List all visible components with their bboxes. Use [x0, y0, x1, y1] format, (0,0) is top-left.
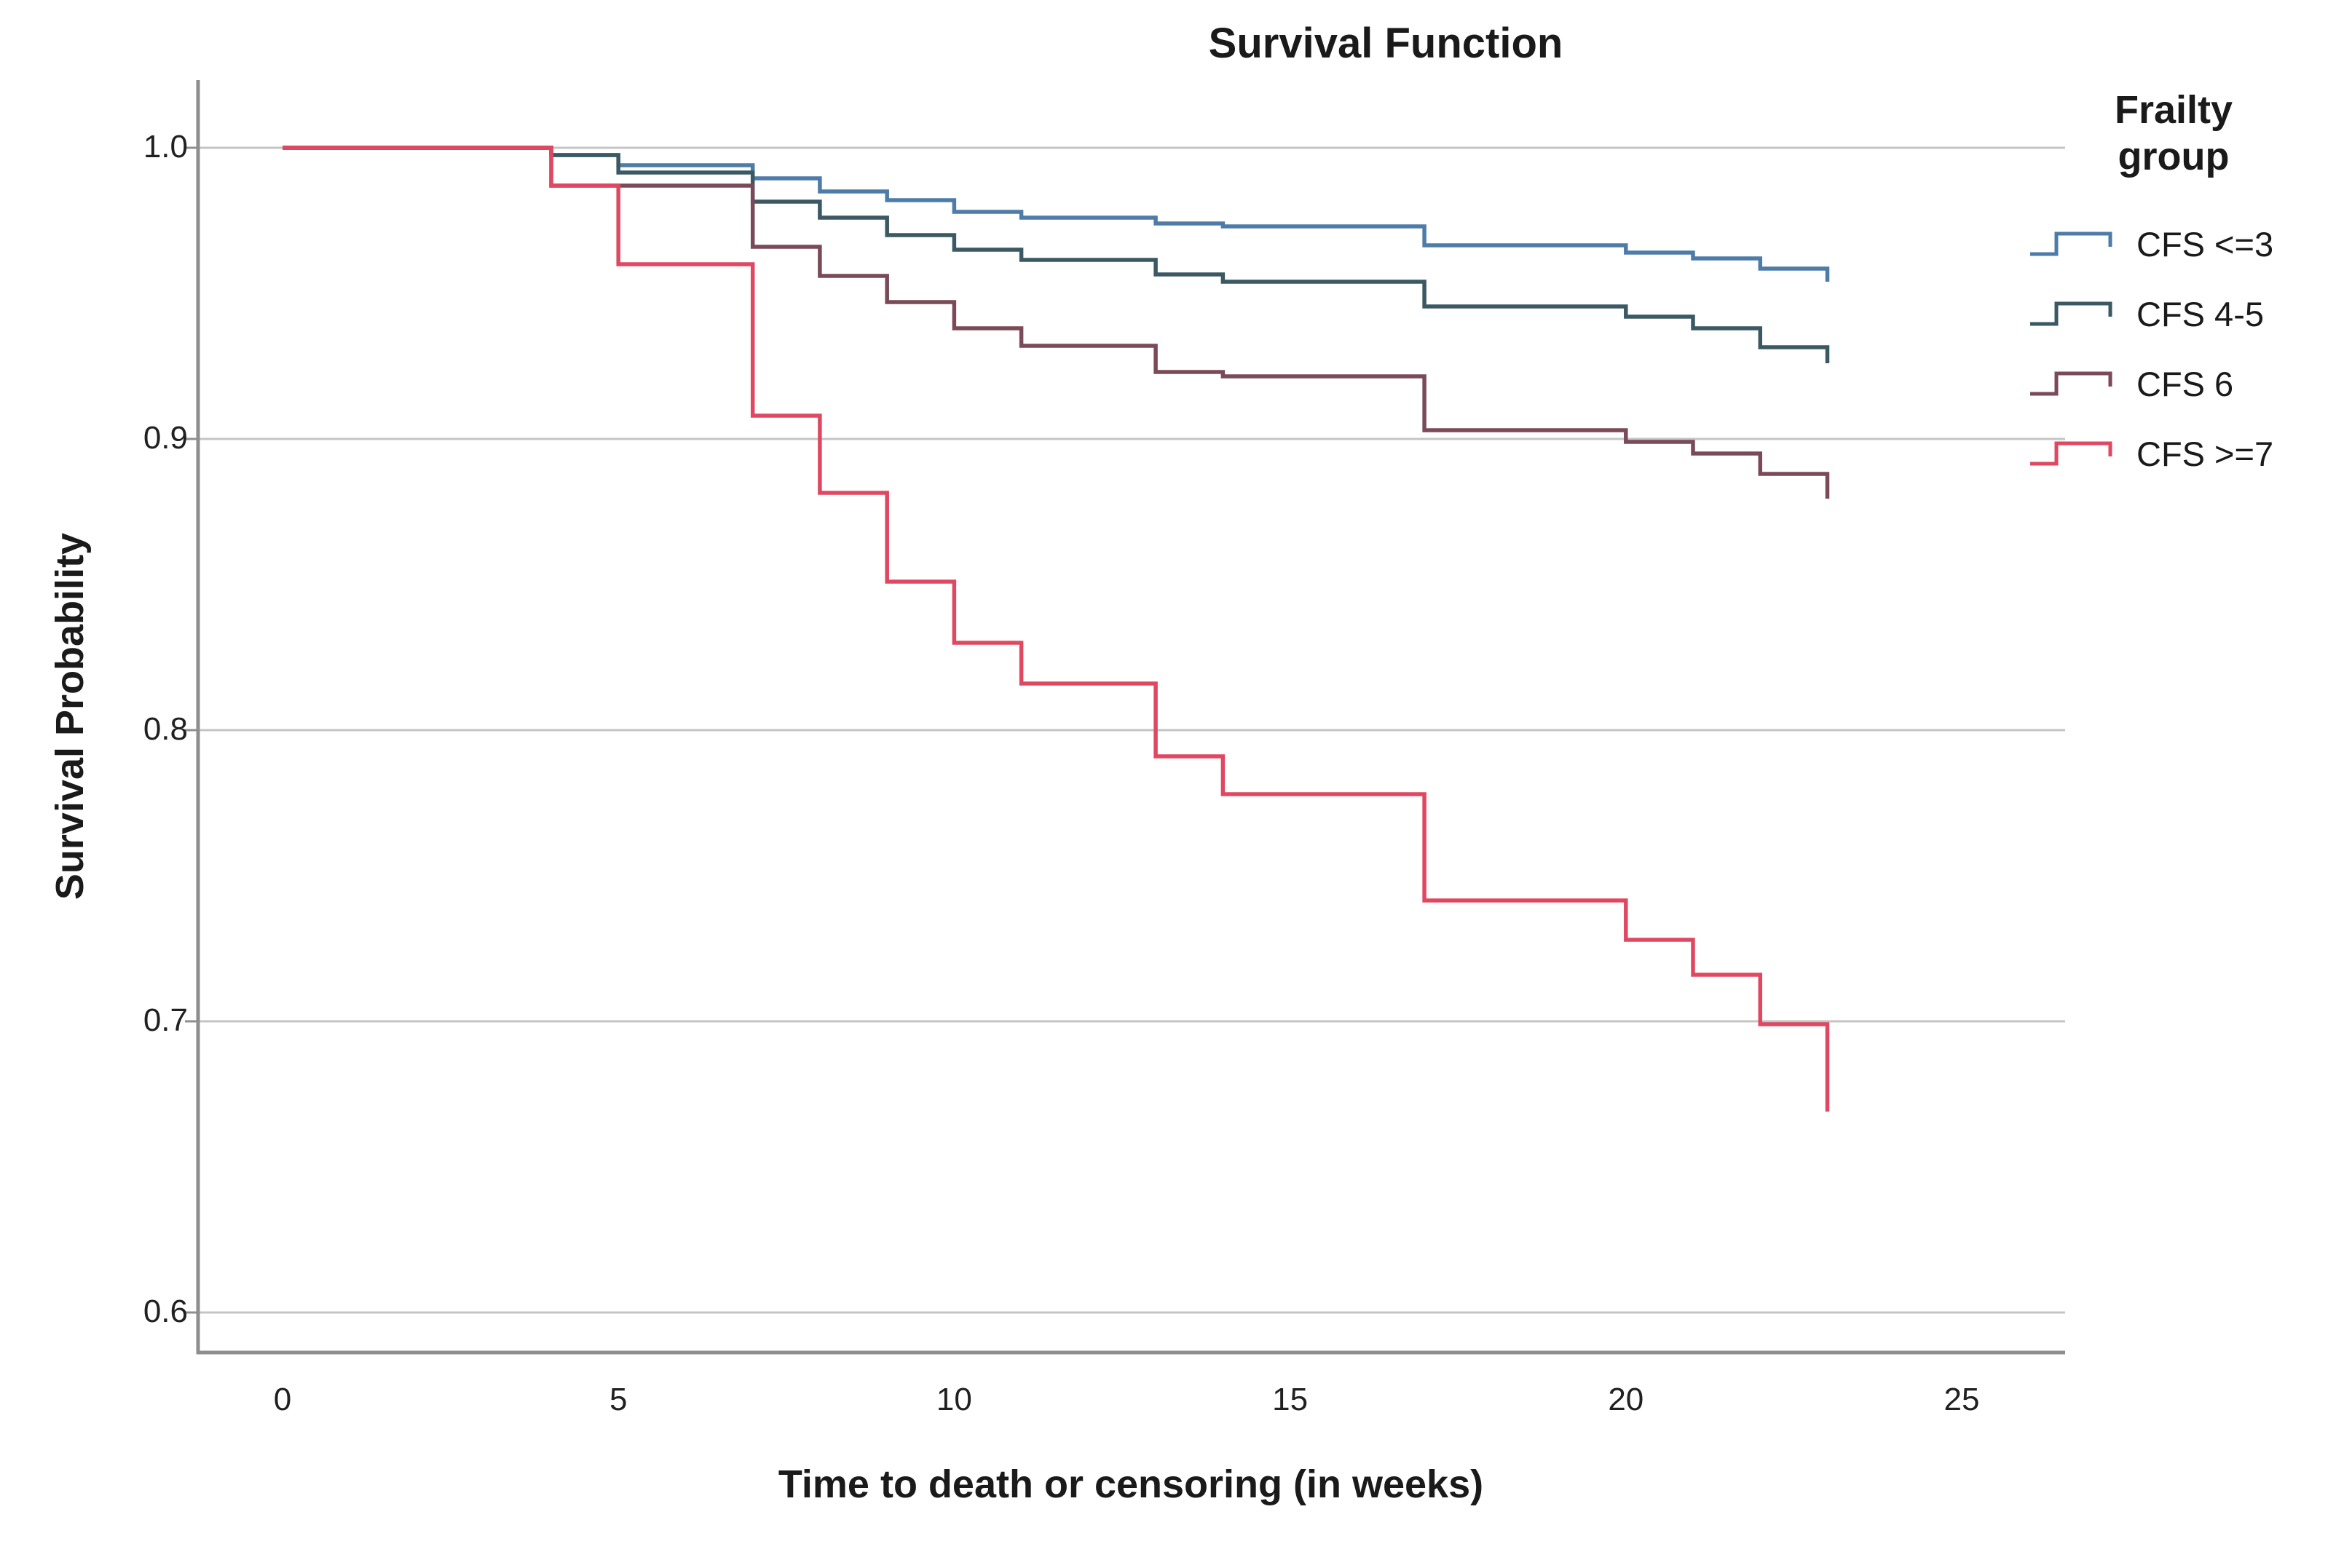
legend-item: CFS 4-5 [2017, 279, 2337, 349]
legend-title: Frailty group [2114, 88, 2233, 178]
legend-key-line [2030, 301, 2112, 326]
y-tick-label: 0.7 [143, 1002, 188, 1038]
x-tick-label: 0 [273, 1382, 292, 1417]
x-tick-label: 25 [1944, 1382, 1980, 1417]
legend-item-label: CFS 4-5 [2136, 294, 2264, 333]
x-axis-title: Time to death or censoring (in weeks) [778, 1462, 1484, 1506]
x-tick-label: 15 [1272, 1382, 1309, 1417]
legend-key-step-icon [2030, 301, 2112, 326]
legend-key-line [2030, 441, 2112, 466]
x-tick-label: 10 [936, 1382, 972, 1417]
legend-item-label: CFS 6 [2136, 364, 2234, 403]
survival-curve-cfs-6 [283, 146, 1830, 499]
legend-key-line [2030, 231, 2112, 256]
y-tick-label: 1.0 [143, 129, 188, 165]
survival-curve-cfs-7 [283, 146, 1830, 1112]
legend-key-step-icon [2030, 231, 2112, 256]
chart-title: Survival Function [1208, 20, 1563, 67]
legend-item: CFS >=7 [2017, 419, 2337, 488]
legend-key-step-icon [2030, 371, 2112, 396]
legend: Frailty group CFS <=3 CFS 4-5 CFS 6 CFS >=7 [2017, 87, 2337, 488]
survival-curve-cfs-3 [283, 146, 1830, 282]
legend-item-label: CFS <=3 [2136, 224, 2274, 264]
x-tick-label: 20 [1608, 1382, 1644, 1417]
y-tick-label: 0.8 [143, 711, 188, 747]
y-tick-label: 0.6 [143, 1294, 188, 1329]
legend-item-label: CFS >=7 [2136, 434, 2274, 473]
legend-key-step-icon [2030, 441, 2112, 466]
y-axis-title: Survival Probability [48, 532, 92, 900]
survival-curve-cfs-4-5 [283, 146, 1830, 363]
legend-items: CFS <=3 CFS 4-5 CFS 6 CFS >=7 [2017, 209, 2337, 488]
legend-item: CFS <=3 [2017, 209, 2337, 279]
x-tick-label: 5 [609, 1382, 628, 1417]
y-tick-label: 0.9 [143, 420, 188, 456]
legend-item: CFS 6 [2017, 349, 2337, 419]
legend-key-line [2030, 371, 2112, 396]
